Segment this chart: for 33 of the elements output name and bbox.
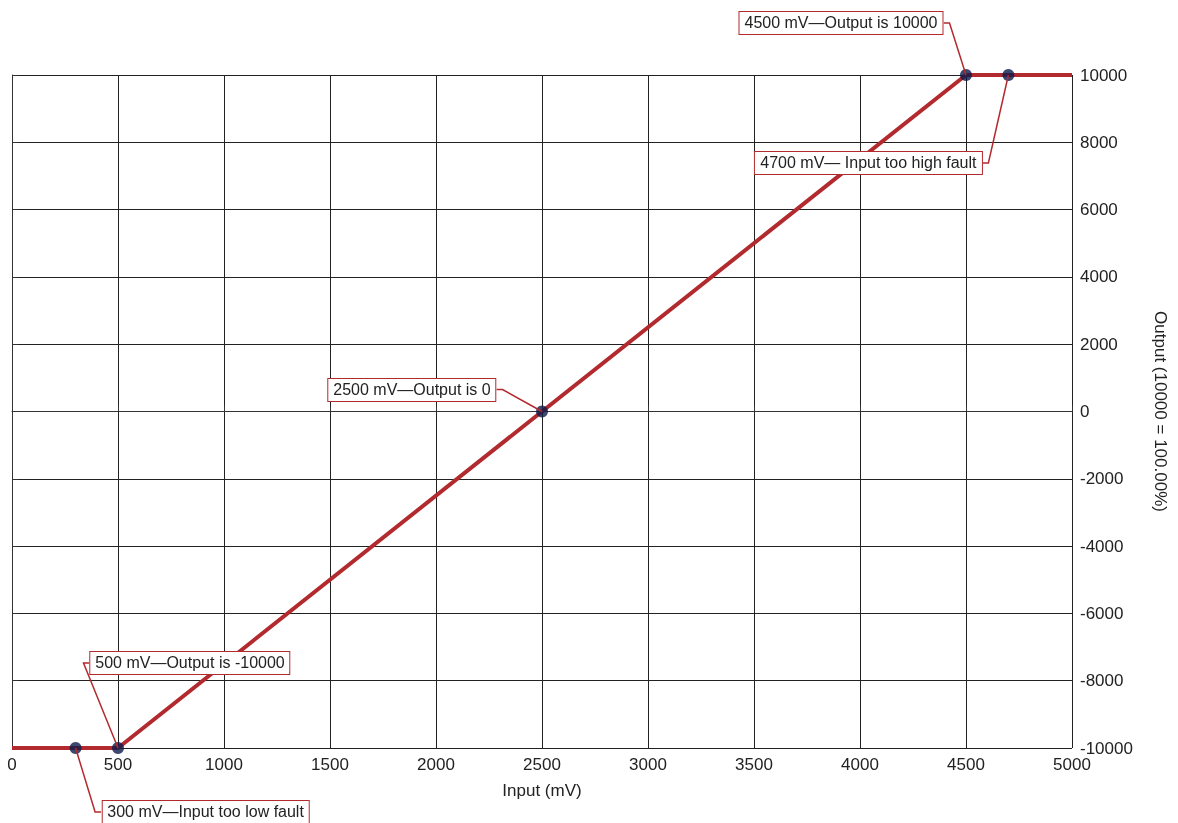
y-tick-label: 8000 [1080,132,1118,152]
x-tick-label: 4500 [947,755,985,774]
y-tick-label: -4000 [1080,536,1124,556]
x-tick-label: 3000 [629,755,667,774]
x-tick-label: 1000 [205,755,243,774]
x-tick-label: 0 [7,755,17,774]
y-tick-label: -10000 [1080,738,1133,758]
x-tick-label: 500 [103,755,133,774]
point [536,405,548,418]
x-tick-label: 1500 [311,755,349,774]
y-tick-label: -2000 [1080,469,1124,489]
y-tick-label: 10000 [1080,65,1128,85]
x-tick-label: 3500 [735,755,773,774]
x-axis-title: Input (mV) [502,781,582,800]
x-tick-label: 2000 [417,755,455,774]
annotation: 500 mV—Output is -10000 [89,651,291,675]
y-tick-label: 2000 [1080,334,1118,354]
y-tick-label: 0 [1080,402,1090,421]
y-tick-label: -6000 [1080,603,1124,623]
y-tick-label: -8000 [1080,671,1124,691]
y-axis-title: Output (10000 = 100.00%) [1151,311,1170,512]
point [960,69,972,81]
x-tick-label: 5000 [1053,755,1091,774]
annotation: 300 mV—Input too low fault [101,800,310,823]
annotation: 2500 mV—Output is 0 [327,377,497,402]
point [1002,69,1015,81]
annotation: 4500 mV—Output is 10000 [738,11,944,35]
y-tick-label: 6000 [1080,200,1118,220]
y-tick-label: 4000 [1080,267,1118,287]
x-tick-label: 2500 [523,755,561,774]
x-tick-label: 4000 [841,755,879,774]
point [112,742,124,754]
annotation: 4700 mV— Input too high fault [754,151,983,175]
